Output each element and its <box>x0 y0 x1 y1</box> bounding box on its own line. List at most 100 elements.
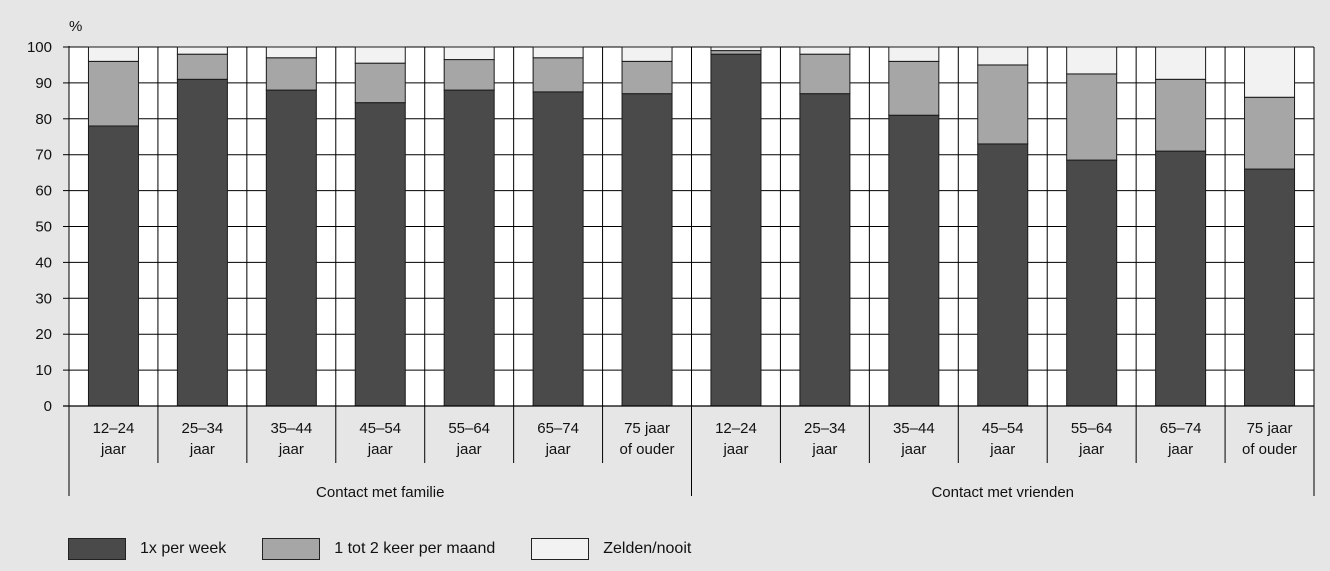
x-tick-label-line: 45–54 <box>982 420 1024 437</box>
group-label: Contact met familie <box>316 484 444 501</box>
y-tick-label: 0 <box>44 398 52 415</box>
bar-segment-rarely <box>1066 46 1118 75</box>
x-tick-label-line: jaar <box>989 441 1015 458</box>
bar-segment-rarely <box>977 46 1029 66</box>
bar-segment-weekly <box>710 53 762 407</box>
bar-segment-weekly <box>1066 159 1118 407</box>
x-tick-label-line: 55–64 <box>1071 420 1113 437</box>
y-tick-label: 10 <box>35 362 52 379</box>
bar-segment-monthly <box>532 57 584 93</box>
y-tick-label: 100 <box>27 39 52 56</box>
x-tick-label-line: jaar <box>722 441 748 458</box>
x-tick-label-line: jaar <box>456 441 482 458</box>
y-tick-label: 30 <box>35 290 52 307</box>
x-tick-label-line: jaar <box>1078 441 1104 458</box>
group-labels: Contact met familie Contact met vrienden <box>316 484 1074 501</box>
legend-label-rarely: Zelden/nooit <box>603 540 692 557</box>
bar-segment-monthly <box>710 50 762 55</box>
x-tick-label: 25–34 jaar <box>182 420 224 458</box>
legend: 1x per week 1 tot 2 keer per maand Zelde… <box>68 536 727 562</box>
x-tick-label-line: 35–44 <box>893 420 935 437</box>
bar-segment-monthly <box>1155 78 1207 152</box>
x-tick-label-line: 75 jaar <box>624 420 670 437</box>
bar-segment-weekly <box>87 125 139 407</box>
x-tick-label-line: jaar <box>189 441 215 458</box>
bar-segment-weekly <box>1244 168 1296 407</box>
bar-segment-weekly <box>621 93 673 407</box>
bar-segment-monthly <box>1066 73 1118 161</box>
bar-segment-rarely <box>1244 46 1296 98</box>
bar-segment-rarely <box>265 46 317 59</box>
bar-segment-monthly <box>977 64 1029 145</box>
bar-segment-weekly <box>977 143 1029 407</box>
bar-segment-monthly <box>265 57 317 91</box>
x-tick-label-line: 75 jaar <box>1247 420 1293 437</box>
bar-segment-monthly <box>87 60 139 127</box>
x-tick-label-line: jaar <box>367 441 393 458</box>
x-tick-label: 35–44 jaar <box>270 420 312 458</box>
legend-label-weekly: 1x per week <box>140 540 227 557</box>
legend-swatch-rarely <box>531 538 590 560</box>
bar-segment-monthly <box>176 53 228 80</box>
legend-swatch-monthly <box>262 538 321 560</box>
x-tick-label-line: jaar <box>1167 441 1193 458</box>
y-tick-label: 90 <box>35 75 52 92</box>
x-tick-label-line: jaar <box>100 441 126 458</box>
y-tick-label: 60 <box>35 183 52 200</box>
bar-segment-monthly <box>1244 96 1296 170</box>
x-tick-label: 45–54 jaar <box>982 420 1024 458</box>
bar-segment-rarely <box>1155 46 1207 80</box>
x-tick-label: 65–74 jaar <box>1160 420 1202 458</box>
y-tick-label: 50 <box>35 219 52 236</box>
bar-segment-weekly <box>176 78 228 407</box>
y-tick-label: 70 <box>35 147 52 164</box>
bar-segment-rarely <box>888 46 940 62</box>
legend-label-monthly: 1 tot 2 keer per maand <box>334 540 496 557</box>
y-tick-label: 80 <box>35 111 52 128</box>
bar-segment-rarely <box>354 46 406 64</box>
x-tick-label-line: 65–74 <box>1160 420 1202 437</box>
x-tick-label-line: 12–24 <box>93 420 135 437</box>
bar-segment-weekly <box>354 102 406 407</box>
x-tick-label-line: 25–34 <box>804 420 846 437</box>
bar-segment-weekly <box>1155 150 1207 407</box>
legend-item-weekly: 1x per week <box>68 538 226 560</box>
bar-segment-rarely <box>176 46 228 55</box>
bar-segment-rarely <box>532 46 584 59</box>
y-tick-labels: 0 10 20 30 40 50 60 70 80 90 100 <box>27 39 52 415</box>
bar-segment-monthly <box>621 60 673 95</box>
x-tick-label: 25–34 jaar <box>804 420 846 458</box>
bar-segment-rarely <box>799 46 851 55</box>
x-tick-label-line: jaar <box>900 441 926 458</box>
legend-item-monthly: 1 tot 2 keer per maand <box>262 538 495 560</box>
x-tick-label: 55–64 jaar <box>448 420 490 458</box>
bar-segment-weekly <box>443 89 495 407</box>
x-tick-label: 45–54 jaar <box>359 420 401 458</box>
group-label: Contact met vrienden <box>931 484 1074 501</box>
bar-segment-monthly <box>888 60 940 116</box>
bars <box>87 46 1296 407</box>
x-tick-label-line: 45–54 <box>359 420 401 437</box>
x-tick-label: 65–74 jaar <box>537 420 579 458</box>
bar-segment-monthly <box>354 62 406 104</box>
y-tick-label: 20 <box>35 326 52 343</box>
x-tick-label: 12–24 jaar <box>715 420 757 458</box>
legend-item-rarely: Zelden/nooit <box>531 538 691 560</box>
x-tick-label-line: 12–24 <box>715 420 757 437</box>
bar-segment-weekly <box>532 91 584 407</box>
x-tick-label-line: 25–34 <box>182 420 224 437</box>
x-tick-label: 75 jaar of ouder <box>1242 420 1297 458</box>
x-tick-label-line: jaar <box>278 441 304 458</box>
x-tick-label: 55–64 jaar <box>1071 420 1113 458</box>
axes <box>63 46 1315 496</box>
y-unit-label: % <box>69 18 82 35</box>
bar-segment-weekly <box>888 114 940 407</box>
x-tick-label: 35–44 jaar <box>893 420 935 458</box>
x-tick-label-line: jaar <box>811 441 837 458</box>
bar-segment-monthly <box>799 53 851 95</box>
bar-segment-weekly <box>265 89 317 407</box>
y-tick-label: 40 <box>35 254 52 271</box>
x-tick-label-line: of ouder <box>620 441 675 458</box>
